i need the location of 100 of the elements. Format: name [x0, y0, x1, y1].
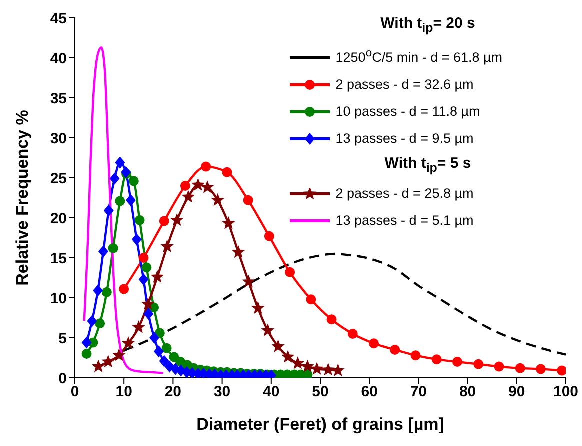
point [322, 363, 336, 376]
point [515, 363, 526, 374]
point [144, 308, 154, 320]
point [222, 167, 232, 178]
y-axis-title: Relative Frequency % [13, 110, 32, 286]
point [138, 253, 149, 263]
point [102, 355, 116, 368]
y-tick-label: 15 [50, 250, 67, 268]
point [159, 355, 170, 368]
point [119, 284, 130, 294]
x-tick-label: 70 [410, 384, 428, 401]
point [82, 349, 92, 359]
x-tick-label: 30 [214, 384, 231, 401]
point [310, 362, 324, 375]
legend-label: 2 passes - d = 25.8 µm [336, 186, 474, 200]
point [180, 181, 190, 191]
point [102, 287, 112, 298]
point [82, 336, 92, 349]
x-axis-title: Diameter (Feret) of grains [µm] [196, 415, 444, 434]
point [182, 190, 196, 203]
y-tick-label: 5 [58, 330, 67, 348]
point [200, 180, 214, 194]
x-tick-label: 90 [508, 384, 526, 401]
point [115, 196, 126, 206]
point [122, 336, 136, 350]
point [142, 262, 152, 273]
x-tick-label: 10 [116, 384, 132, 401]
y-tick-label: 25 [50, 170, 67, 188]
point [332, 364, 345, 376]
x-tick-label: 100 [553, 384, 579, 401]
point [281, 350, 295, 363]
point [326, 314, 337, 325]
point [222, 216, 236, 230]
point [121, 166, 132, 178]
point [138, 274, 149, 286]
legend-label: 13 passes - d = 5.1 µm [336, 212, 474, 228]
point [126, 194, 136, 206]
legend-title: With t$_{ip}$= 20 s [380, 14, 476, 37]
point [348, 329, 358, 339]
point [128, 176, 139, 186]
point [112, 348, 126, 362]
point [285, 267, 296, 278]
point [170, 213, 184, 226]
point [142, 297, 155, 310]
point [261, 324, 275, 336]
y-tick-label: 10 [50, 290, 67, 308]
point [134, 215, 145, 226]
y-tick-label: 35 [50, 90, 67, 108]
point [87, 315, 98, 328]
y-tick-label: 40 [50, 50, 67, 68]
x-tick-label: 0 [70, 384, 80, 401]
point [201, 162, 212, 172]
point [557, 366, 566, 376]
legend-label: 1250$^{o}$C/5 min - d = 61.8 µm [336, 47, 503, 64]
point [150, 332, 160, 344]
point [98, 246, 108, 258]
point [243, 195, 254, 206]
point [432, 354, 442, 365]
point [92, 360, 106, 372]
point [154, 346, 164, 358]
point [452, 357, 462, 367]
legend-label: 13 passes - d = 9.5 µm [336, 130, 474, 146]
point [132, 234, 142, 246]
point [242, 275, 256, 288]
point [95, 318, 106, 329]
point [494, 362, 504, 372]
point [108, 243, 118, 254]
y-tick-label: 0 [58, 370, 67, 388]
point [93, 284, 104, 297]
point [536, 364, 546, 374]
point [306, 294, 316, 305]
point [264, 231, 274, 242]
point [110, 172, 120, 185]
point [369, 338, 380, 349]
point [291, 356, 305, 370]
annotation: With t$_{ip}$= 5 s [384, 154, 472, 177]
x-tick-label: 50 [312, 384, 329, 401]
y-tick-label: 20 [50, 210, 67, 228]
point [232, 245, 246, 258]
point [272, 340, 285, 352]
point [211, 193, 225, 206]
point [160, 240, 174, 252]
x-tick-label: 40 [263, 384, 280, 401]
x-tick-label: 20 [164, 384, 182, 401]
point [104, 204, 114, 217]
point [410, 350, 421, 361]
y-tick-label: 30 [50, 130, 67, 148]
point [159, 216, 170, 226]
point [162, 343, 172, 354]
point [390, 345, 400, 355]
x-tick-label: 80 [459, 384, 476, 401]
point [474, 359, 484, 370]
line-series [83, 46, 164, 374]
y-tick-label: 45 [50, 10, 67, 28]
point [132, 320, 146, 334]
point [251, 301, 265, 314]
point [192, 178, 205, 191]
point [115, 156, 126, 169]
legend-label: 10 passes - d = 11.8 µm [336, 104, 480, 118]
legend-label: 2 passes - d = 32.6 µm [336, 76, 474, 92]
